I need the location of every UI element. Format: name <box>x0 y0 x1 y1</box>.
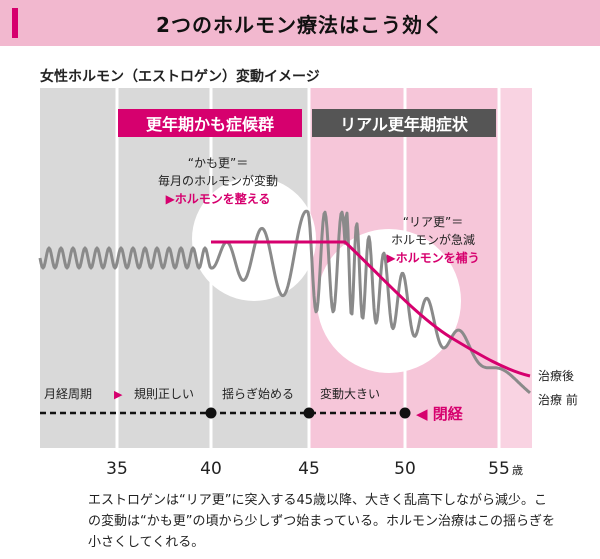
x-tick-45: 45 <box>298 459 320 479</box>
x-axis-unit: 歳 <box>512 464 523 477</box>
menopause-label: ◀ 閉経 <box>416 405 464 423</box>
band-pink-light <box>499 88 532 448</box>
cycle-marker-45 <box>303 407 315 419</box>
header-accent-bar <box>12 8 18 38</box>
annotation-kamo-line3: ▶ホルモンを整える <box>166 191 271 206</box>
cycle-marker-50 <box>399 407 411 419</box>
annotation-kamo-line2: 毎月のホルモンが変動 <box>158 173 278 188</box>
page-title: 2つのホルモン療法はこう効く <box>156 13 444 37</box>
x-tick-35: 35 <box>106 459 128 479</box>
curve-before-treatment <box>38 209 532 395</box>
phase-label-riaru-box <box>312 109 496 137</box>
curve-label-after: 治療後 <box>538 369 574 383</box>
cycle-label: 月経周期 <box>44 387 92 401</box>
cycle-stage-regular: 規則正しい <box>134 386 194 401</box>
x-tick-50: 50 <box>394 459 416 479</box>
annotation-riaru-line2: ホルモンが急減 <box>391 232 475 247</box>
cycle-stage-large: 変動大きい <box>320 386 380 401</box>
curve-label-before: 治療 前 <box>538 392 578 407</box>
phase-label-kamo: 更年期かも症候群 <box>146 115 274 134</box>
caption: エストロゲンは“リア更”に突入する45歳以降、大きく乱高下しながら減少。この変動… <box>88 493 556 550</box>
curve-after-treatment <box>211 240 531 378</box>
cycle-stage-fluctuate: 揺らぎ始める <box>222 387 294 401</box>
annotation-kamo-line1: “かも更”＝ <box>188 156 248 170</box>
annotation-riaru-line1: “リア更”＝ <box>403 215 463 229</box>
cycle-arrow: ▶ <box>114 388 123 401</box>
x-tick-40: 40 <box>200 459 222 479</box>
cycle-marker-40 <box>205 407 217 419</box>
phase-label-riaru: リアル更年期症状 <box>340 115 469 134</box>
chart-title: 女性ホルモン（エストロゲン）変動イメージ <box>40 69 320 85</box>
phase-label-kamo-box <box>118 109 302 137</box>
annotation-riaru-line3: ▶ホルモンを補う <box>386 250 479 265</box>
highlight-circle-left <box>192 177 316 301</box>
x-tick-55: 55 <box>488 459 510 479</box>
header-banner: 2つのホルモン療法はこう効く <box>0 0 600 46</box>
